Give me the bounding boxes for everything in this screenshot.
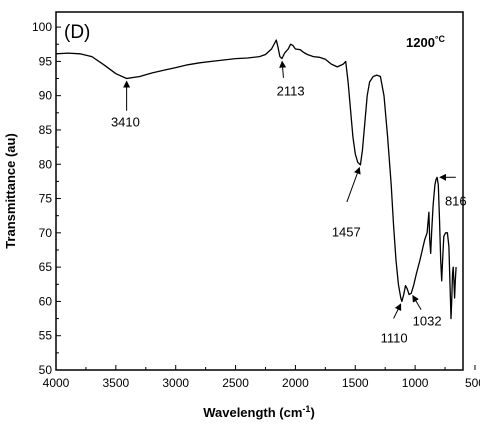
annotation-label-3410: 3410	[111, 115, 140, 130]
x-tick-label: 2000	[282, 376, 309, 390]
temperature-value: 1200	[406, 35, 435, 50]
plot-frame	[55, 11, 464, 371]
panel-label: (D)	[64, 22, 90, 43]
spectrum-line	[55, 39, 457, 320]
y-tick-label: 95	[39, 54, 53, 68]
annotation-arrow-1032	[412, 294, 422, 310]
x-tick-label: 1500	[342, 376, 369, 390]
x-tick-label: 1000	[402, 376, 429, 390]
annotation-label-816: 816	[445, 193, 467, 208]
y-tick-label: 85	[39, 123, 53, 137]
x-tick-label: 3000	[162, 376, 189, 390]
y-tick-label: 90	[39, 89, 53, 103]
y-tick-label: 55	[39, 329, 53, 343]
annotation-arrow-1457	[346, 166, 361, 203]
y-tick-label: 100	[32, 20, 52, 34]
y-tick-label: 75	[39, 192, 53, 206]
x-axis-title-sup: -1	[302, 404, 310, 414]
y-axis-title: Transmittance (au)	[3, 133, 18, 249]
x-tick-label: 4000	[43, 376, 70, 390]
x-tick-label: 500	[465, 376, 480, 390]
x-tick-label: 3500	[103, 376, 130, 390]
x-axis: 4000 3500 3000 2500 2000 1500 1000 500	[43, 365, 480, 390]
y-tick-label: 65	[39, 260, 53, 274]
annotation-arrow-1110	[393, 303, 402, 319]
y-tick-label: 50	[39, 363, 53, 377]
y-tick-label: 60	[39, 294, 53, 308]
x-axis-title: Wavelength (cm-1)	[203, 404, 315, 420]
annotation-arrow-2113	[279, 60, 287, 78]
annotation-label-2113: 2113	[277, 84, 305, 99]
temperature-label: 1200°C	[406, 34, 446, 50]
annotation-label-1032: 1032	[413, 313, 442, 328]
annotation-label-1110: 1110	[381, 331, 408, 346]
temperature-unit: °C	[435, 34, 446, 44]
annotation-label-1457: 1457	[332, 224, 361, 239]
x-axis-title-close: )	[310, 405, 314, 420]
y-tick-label: 70	[39, 226, 53, 240]
y-tick-label: 80	[39, 157, 53, 171]
y-axis: 50 55 60 65 70 75 80 85 90 95 100	[32, 20, 61, 377]
x-axis-title-main: Wavelength (cm	[203, 405, 302, 420]
peak-annotations: 3410 2113 1457 816 1110 1032	[111, 60, 467, 346]
x-tick-label: 2500	[222, 376, 249, 390]
